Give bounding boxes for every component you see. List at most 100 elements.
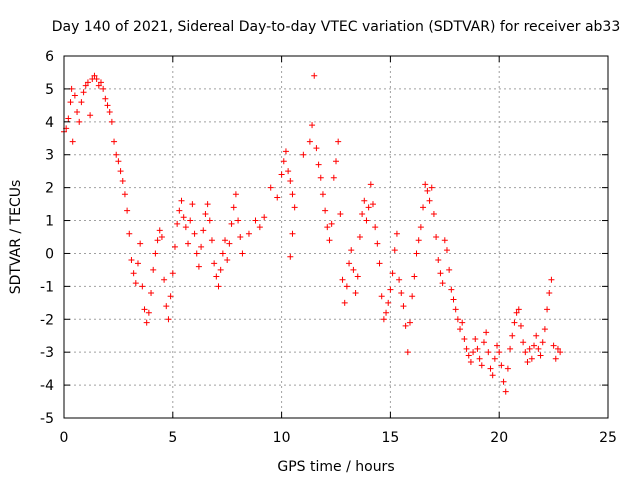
data-point-0-81: [235, 217, 242, 224]
data-point-0-136: [385, 299, 392, 306]
data-point-0-85: [252, 217, 259, 224]
data-point-0-168: [454, 316, 461, 323]
data-point-0-78: [228, 220, 235, 227]
data-point-0-201: [526, 345, 533, 352]
data-point-0-90: [278, 171, 285, 178]
grid-lines: [64, 56, 608, 418]
data-point-0-141: [396, 276, 403, 283]
data-point-0-65: [200, 227, 207, 234]
data-point-0-139: [391, 247, 398, 254]
data-point-0-110: [328, 220, 335, 227]
data-point-0-122: [354, 273, 361, 280]
y-tick-label-5: 0: [45, 246, 54, 262]
data-point-0-119: [348, 247, 355, 254]
data-point-0-169: [457, 326, 464, 333]
data-point-0-178: [476, 355, 483, 362]
data-point-0-164: [446, 266, 453, 273]
y-tick-label-4: -1: [40, 279, 54, 295]
data-point-0-184: [489, 372, 496, 379]
data-point-0-97: [287, 253, 294, 260]
data-point-0-137: [387, 286, 394, 293]
x-tick-label-0: 0: [60, 430, 69, 446]
data-point-0-158: [433, 234, 440, 240]
data-point-0-39: [143, 319, 150, 326]
data-point-0-196: [515, 306, 522, 313]
data-point-0-202: [528, 355, 535, 362]
data-point-0-176: [472, 336, 479, 343]
data-point-0-192: [507, 345, 514, 352]
data-point-0-123: [356, 234, 363, 240]
data-point-0-21: [104, 102, 111, 109]
data-point-0-172: [463, 345, 470, 352]
data-point-0-138: [389, 270, 396, 277]
data-point-0-71: [213, 273, 220, 280]
data-point-0-53: [174, 220, 181, 227]
data-point-0-148: [411, 273, 418, 280]
data-point-0-140: [393, 230, 400, 237]
data-point-0-99: [300, 151, 307, 158]
data-point-0-206: [537, 352, 544, 359]
data-point-0-132: [376, 260, 383, 267]
data-point-0-64: [198, 243, 205, 250]
data-point-0-103: [313, 145, 320, 152]
data-point-0-115: [339, 276, 346, 283]
data-point-0-179: [478, 362, 485, 369]
data-point-0-98: [289, 230, 296, 237]
data-point-0-86: [256, 224, 263, 231]
data-point-0-93: [285, 168, 292, 175]
data-points: [61, 72, 564, 395]
data-point-0-15: [91, 72, 98, 79]
data-point-0-210: [546, 289, 553, 296]
data-point-0-159: [435, 257, 442, 264]
data-point-0-167: [452, 306, 459, 313]
data-point-0-144: [402, 322, 409, 329]
data-point-0-214: [554, 345, 561, 352]
y-tick-label-7: 2: [45, 181, 54, 197]
data-point-0-66: [202, 210, 209, 217]
data-point-0-62: [193, 250, 200, 257]
data-point-0-165: [448, 286, 455, 293]
plot-frame: [63, 55, 609, 419]
data-point-0-204: [533, 332, 540, 339]
data-point-0-188: [498, 362, 505, 369]
data-point-0-109: [326, 237, 333, 244]
data-point-0-33: [130, 270, 137, 277]
data-point-0-2: [65, 115, 72, 122]
data-point-0-133: [378, 293, 385, 300]
data-point-0-177: [474, 345, 481, 352]
data-point-0-60: [189, 201, 196, 208]
data-point-0-28: [119, 178, 126, 185]
chart-title: Day 140 of 2021, Sidereal Day-to-day VTE…: [52, 19, 621, 35]
data-point-0-106: [319, 191, 326, 198]
data-point-0-107: [322, 207, 329, 214]
data-point-0-117: [343, 283, 350, 290]
data-point-0-198: [520, 339, 527, 346]
data-point-0-187: [496, 349, 503, 356]
axis-ticks: 0 5 10 15 20 25 -5 -4 -3 -2 -1 0 1 2 3 4 5 6: [40, 49, 617, 446]
data-point-0-113: [335, 138, 342, 145]
data-point-0-120: [350, 266, 357, 273]
data-point-0-17: [95, 82, 102, 89]
data-point-0-84: [245, 230, 252, 237]
x-tick-label-2: 10: [273, 430, 291, 446]
data-point-0-126: [363, 217, 370, 224]
data-point-0-61: [191, 230, 198, 237]
data-point-0-73: [217, 266, 224, 273]
data-point-0-129: [369, 201, 376, 208]
y-tick-label-1: -4: [40, 378, 54, 394]
y-axis-label: SDTVAR / TECUs: [8, 180, 24, 295]
data-point-0-135: [383, 309, 390, 316]
data-point-0-181: [483, 329, 490, 336]
data-point-0-124: [359, 210, 366, 217]
x-tick-label-5: 25: [599, 430, 617, 446]
data-point-0-207: [539, 339, 546, 346]
data-point-0-20: [102, 95, 109, 102]
data-point-0-143: [400, 303, 407, 310]
data-point-0-203: [531, 342, 538, 349]
data-point-0-27: [117, 168, 124, 175]
data-point-0-212: [550, 342, 557, 349]
data-point-0-166: [450, 296, 457, 303]
data-point-0-47: [161, 276, 168, 283]
data-point-0-127: [365, 204, 372, 211]
